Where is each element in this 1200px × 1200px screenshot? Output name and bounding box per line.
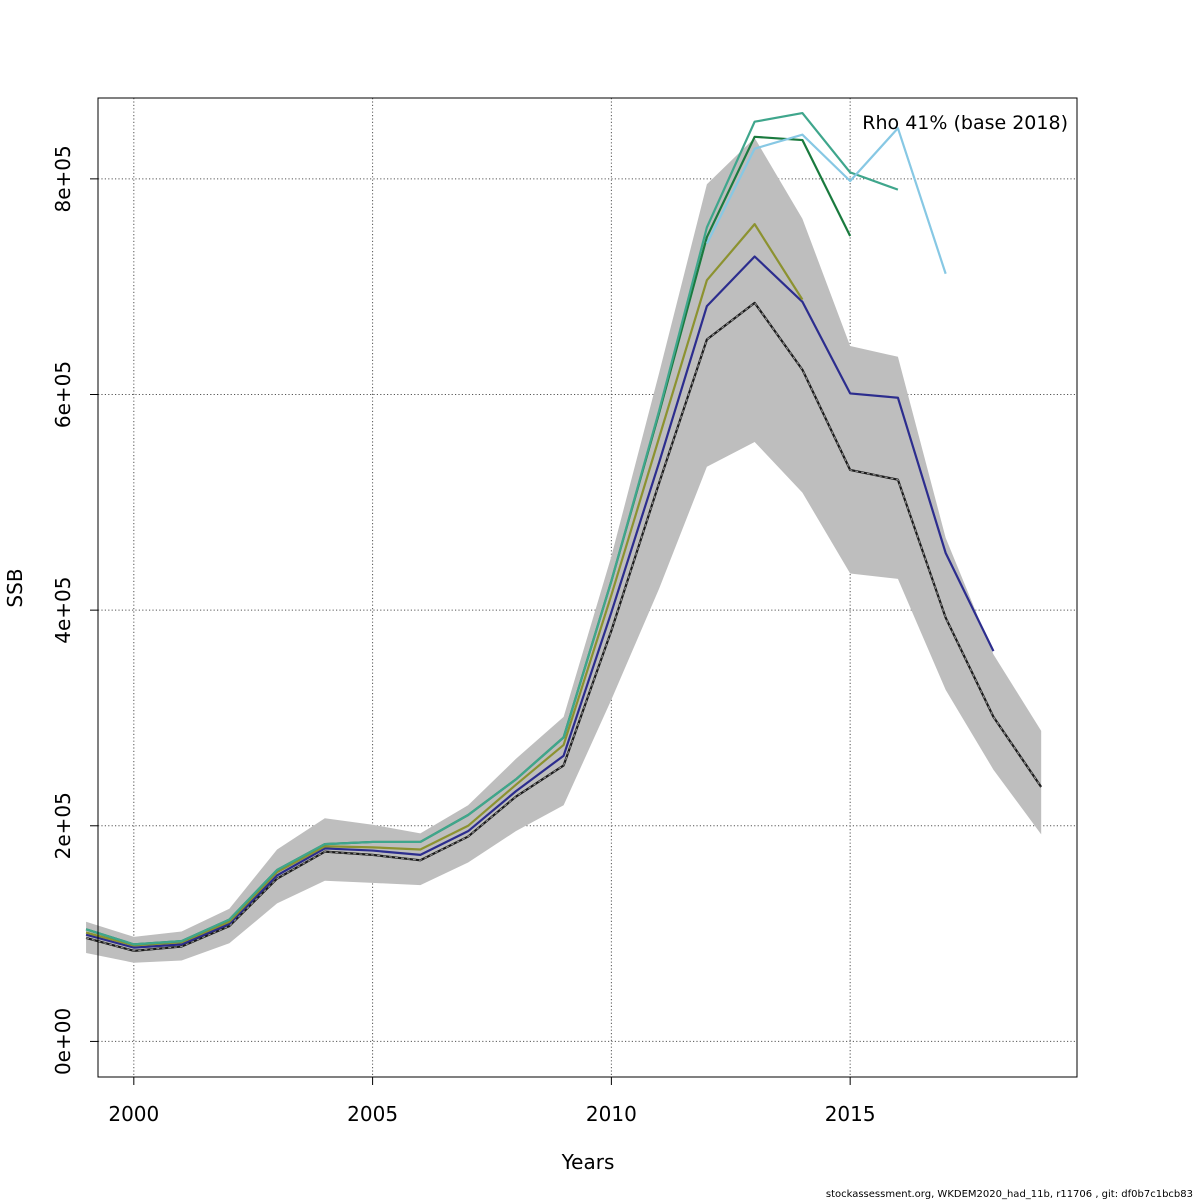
y-tick-label: 4e+05 [51, 577, 75, 644]
series-line-2 [85, 223, 804, 947]
series-line-4 [85, 111, 899, 946]
confidence-band [86, 137, 1042, 963]
series-line-0-dashes [85, 302, 1042, 952]
x-tick-label: 2010 [586, 1102, 637, 1126]
y-axis-label: SSB [3, 568, 27, 607]
axis-ticks: 2000 2005 2010 2015 0e+00 2e+05 4e+05 6e+05 8e+0… [51, 145, 876, 1126]
plot-frame [97, 97, 1078, 1078]
y-tick-label: 6e+05 [51, 361, 75, 428]
x-tick-label: 2005 [347, 1102, 398, 1126]
footer-note: stockassessment.org, WKDEM2020_had_11b, … [826, 1189, 1193, 1200]
y-tick-label: 0e+00 [51, 1008, 75, 1075]
confidence-band-layer [86, 137, 1042, 963]
y-tick-label: 2e+05 [51, 792, 75, 859]
series-line-1 [85, 255, 995, 949]
rho-annotation: Rho 41% (base 2018) [862, 112, 1068, 134]
series-line-5 [705, 127, 947, 275]
x-tick-label: 2000 [108, 1102, 159, 1126]
series-layer [85, 111, 1043, 952]
x-axis-label: Years [561, 1150, 615, 1174]
y-tick-label: 8e+05 [51, 145, 75, 212]
x-tick-label: 2015 [825, 1102, 876, 1126]
